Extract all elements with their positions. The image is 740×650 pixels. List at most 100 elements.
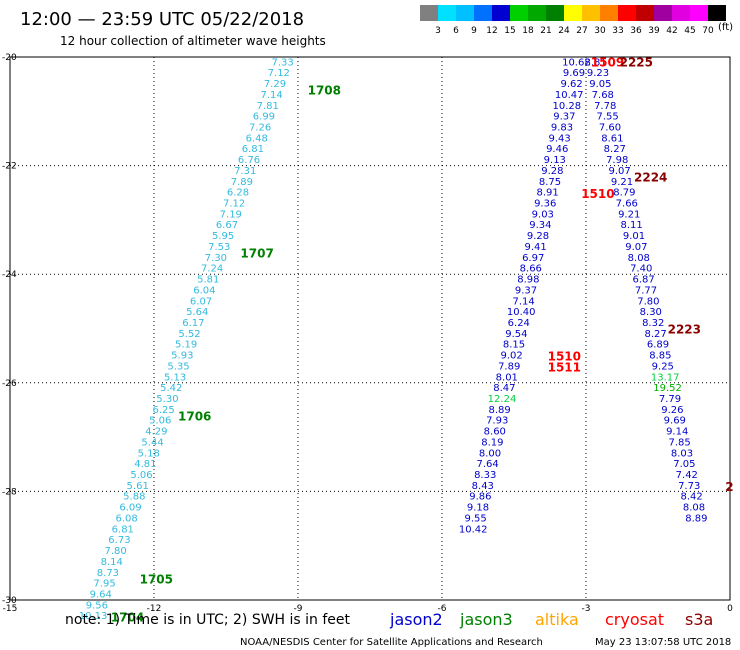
wave-height-label: 7.89 bbox=[498, 361, 520, 372]
wave-height-label: 7.05 bbox=[673, 459, 695, 470]
colorbar-tick: 39 bbox=[648, 26, 660, 36]
y-tick-label: -22 bbox=[2, 162, 17, 172]
wave-height-label: 7.12 bbox=[268, 68, 290, 79]
y-tick-label: -20 bbox=[2, 53, 17, 63]
wave-height-label: 6.17 bbox=[182, 318, 204, 329]
chart-title: 12:00 — 23:59 UTC 05/22/2018 bbox=[20, 9, 304, 30]
y-tick-label: -28 bbox=[2, 487, 17, 497]
wave-height-label: 9.34 bbox=[529, 220, 551, 231]
wave-height-label: 10.28 bbox=[552, 101, 581, 112]
wave-height-label: 6.67 bbox=[216, 220, 238, 231]
colorbar-swatch bbox=[708, 5, 726, 21]
wave-height-label: 8.15 bbox=[503, 340, 525, 351]
colorbar-unit: (ft) bbox=[718, 22, 733, 33]
wave-height-label: 9.83 bbox=[551, 123, 573, 134]
footer-note: note: 1) Time is in UTC; 2) SWH is in fe… bbox=[65, 612, 351, 628]
wave-height-label: 9.46 bbox=[546, 144, 568, 155]
x-tick-label: -9 bbox=[294, 604, 303, 614]
wave-height-label: 5.52 bbox=[178, 329, 200, 340]
wave-height-label: 8.75 bbox=[539, 177, 561, 188]
wave-height-label: 7.12 bbox=[223, 199, 245, 210]
wave-height-label: 9.03 bbox=[532, 209, 554, 220]
colorbar-swatch bbox=[510, 5, 528, 21]
wave-height-label: 7.29 bbox=[264, 79, 286, 90]
pass-time-label: 2225 bbox=[620, 55, 653, 69]
colorbar-swatch bbox=[546, 5, 564, 21]
wave-height-label: 6.08 bbox=[116, 513, 138, 524]
wave-height-label: 8.66 bbox=[520, 264, 542, 275]
wave-height-label: 9.14 bbox=[666, 427, 688, 438]
wave-height-label: 8.91 bbox=[536, 188, 558, 199]
wave-height-label: 9.23 bbox=[587, 68, 609, 79]
wave-height-label: 9.86 bbox=[469, 492, 491, 503]
wave-height-label: 10.47 bbox=[555, 90, 584, 101]
colorbar-swatch bbox=[420, 5, 438, 21]
wave-height-label: 9.62 bbox=[560, 79, 582, 90]
wave-height-label: 9.07 bbox=[625, 242, 647, 253]
colorbar-tick: 30 bbox=[594, 26, 606, 36]
wave-height-label: 5.13 bbox=[164, 372, 186, 383]
wave-height-label: 8.89 bbox=[685, 513, 707, 524]
colorbar-tick: 12 bbox=[486, 26, 497, 36]
wave-height-label: 8.73 bbox=[97, 568, 119, 579]
colorbar-swatch bbox=[582, 5, 600, 21]
wave-height-label: 7.80 bbox=[104, 546, 126, 557]
satellite-legend: jason2 jason3 altika cryosat s3a bbox=[389, 610, 713, 629]
y-tick-label: -24 bbox=[2, 270, 17, 280]
colorbar-tick: 70 bbox=[702, 26, 714, 36]
wave-height-label: 8.03 bbox=[671, 448, 693, 459]
wave-height-label: 7.78 bbox=[594, 101, 616, 112]
wave-height-label: 9.55 bbox=[464, 513, 486, 524]
wave-height-label: 9.69 bbox=[563, 68, 585, 79]
colorbar-tick: 6 bbox=[453, 26, 459, 36]
colorbar-tick: 15 bbox=[504, 26, 515, 36]
wave-height-label: 7.55 bbox=[596, 112, 618, 123]
wave-height-label: 9.56 bbox=[86, 600, 108, 611]
wave-height-label: 6.81 bbox=[242, 144, 264, 155]
y-tick-label: -26 bbox=[2, 379, 17, 389]
legend-cryosat: cryosat bbox=[605, 610, 664, 629]
wave-height-label: 12.24 bbox=[488, 394, 517, 405]
wave-height-label: 7.33 bbox=[272, 57, 294, 68]
wave-height-label: 9.18 bbox=[467, 503, 489, 514]
legend-jason2: jason2 bbox=[389, 610, 443, 629]
pass-time-label: 1705 bbox=[140, 572, 173, 586]
wave-height-label: 10.42 bbox=[459, 524, 488, 535]
wave-height-label: 7.68 bbox=[592, 90, 614, 101]
wave-height-label: 6.73 bbox=[108, 535, 130, 546]
wave-height-label: 19.52 bbox=[653, 383, 682, 394]
footer-credit: NOAA/NESDIS Center for Satellite Applica… bbox=[240, 637, 543, 648]
wave-height-label: 8.33 bbox=[474, 470, 496, 481]
wave-height-label: 9.64 bbox=[90, 589, 112, 600]
wave-height-label: 5.19 bbox=[175, 340, 197, 351]
colorbar-tick: 42 bbox=[666, 26, 677, 36]
wave-height-label: 9.37 bbox=[515, 285, 537, 296]
wave-height-label: 9.36 bbox=[534, 199, 556, 210]
colorbar-tick: 33 bbox=[612, 26, 623, 36]
wave-height-label: 8.47 bbox=[493, 383, 515, 394]
wave-height-label: 7.53 bbox=[208, 242, 230, 253]
colorbar-tick: 36 bbox=[630, 26, 642, 36]
wave-height-label: 6.99 bbox=[253, 112, 275, 123]
wave-height-label: 7.42 bbox=[676, 470, 698, 481]
wave-height-label: 9.28 bbox=[541, 166, 563, 177]
wave-height-label: 7.98 bbox=[606, 155, 628, 166]
wave-height-label: 6.25 bbox=[152, 405, 174, 416]
wave-height-label: 10.62 bbox=[562, 57, 591, 68]
pass-time-label: 2224 bbox=[634, 170, 667, 184]
wave-height-label: 7.77 bbox=[635, 285, 657, 296]
wave-height-label: 8.27 bbox=[604, 144, 626, 155]
wave-height-label: 5.35 bbox=[167, 361, 189, 372]
wave-height-label: 8.01 bbox=[496, 372, 518, 383]
wave-height-label: 8.32 bbox=[642, 318, 664, 329]
wave-height-label: 9.28 bbox=[527, 231, 549, 242]
wave-height-label: 10.13 bbox=[79, 611, 108, 622]
wave-height-label: 6.89 bbox=[647, 340, 669, 351]
wave-height-label: 6.28 bbox=[227, 188, 249, 199]
wave-height-label: 9.01 bbox=[623, 231, 645, 242]
pass-time-label: 1510 bbox=[548, 350, 581, 364]
chart-subtitle: 12 hour collection of altimeter wave hei… bbox=[60, 34, 326, 48]
wave-height-label: 8.08 bbox=[628, 253, 650, 264]
colorbar-tick: 24 bbox=[558, 26, 570, 36]
colorbar-swatch bbox=[564, 5, 582, 21]
